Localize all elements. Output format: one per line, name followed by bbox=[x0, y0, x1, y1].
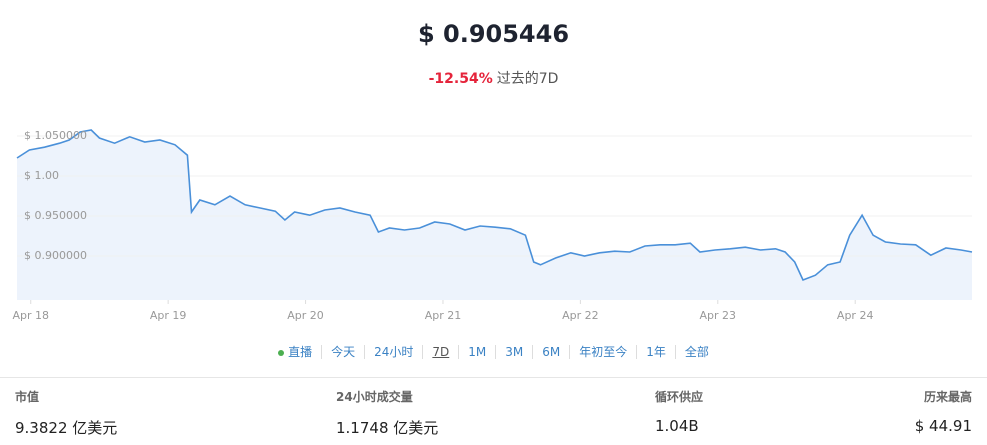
range-button[interactable]: 今天 bbox=[321, 345, 365, 359]
range-label: 直播 bbox=[288, 345, 313, 359]
range-button[interactable]: 24小时 bbox=[364, 345, 423, 359]
stat: 循环供应 1.04B bbox=[655, 388, 703, 435]
y-tick-label: $ 1.050000 bbox=[24, 129, 87, 142]
range-label: 1M bbox=[468, 345, 487, 359]
range-button[interactable]: 年初至今 bbox=[569, 345, 637, 359]
range-label: 全部 bbox=[684, 345, 709, 359]
y-tick-label: $ 0.950000 bbox=[24, 209, 87, 222]
x-tick-label: Apr 20 bbox=[287, 309, 324, 322]
stat: 历来最高 $ 44.91 bbox=[915, 388, 972, 435]
x-tick-label: Apr 21 bbox=[425, 309, 462, 322]
range-label: 3M bbox=[505, 345, 524, 359]
range-button[interactable]: 1年 bbox=[636, 345, 675, 359]
change-pct: -12.54% bbox=[428, 71, 493, 87]
stat-label: 历来最高 bbox=[923, 390, 972, 404]
range-selector: 直播 今天 24小时 7D 1M 3M 6M 年初至今 1年 全部 bbox=[0, 343, 987, 360]
period: 过去的7D bbox=[496, 71, 559, 87]
x-tick-label: Apr 18 bbox=[12, 309, 49, 322]
x-tick-label: Apr 23 bbox=[700, 309, 737, 322]
price-line bbox=[16, 129, 973, 282]
stat: 24小时成交量 1.1748 亿美元 bbox=[336, 388, 438, 438]
live-dot bbox=[278, 349, 285, 356]
stat-value: 1.04B bbox=[655, 417, 699, 435]
change: -12.54% 过去的7D bbox=[0, 68, 987, 88]
y-tick-label: $ 0.900000 bbox=[24, 249, 87, 262]
stat-label: 24小时成交量 bbox=[336, 390, 413, 404]
range-label: 1年 bbox=[646, 345, 666, 359]
price: $ 0.905446 bbox=[417, 20, 570, 48]
range-button[interactable]: 6M bbox=[532, 345, 570, 359]
range-button[interactable]: 全部 bbox=[674, 345, 718, 359]
range-label: 年初至今 bbox=[579, 345, 628, 359]
stat-value: 9.3822 亿美元 bbox=[15, 419, 118, 437]
range-button[interactable]: 直播 bbox=[269, 345, 321, 359]
range-button[interactable]: 3M bbox=[495, 345, 533, 359]
range-label: 今天 bbox=[331, 345, 356, 359]
x-tick-label: Apr 19 bbox=[150, 309, 187, 322]
stat: 市值 9.3822 亿美元 bbox=[15, 388, 117, 438]
stat-label: 循环供应 bbox=[655, 390, 704, 404]
x-tick-label: Apr 24 bbox=[837, 309, 874, 322]
stat-value: $ 44.91 bbox=[914, 417, 972, 435]
range-label: 24小时 bbox=[374, 345, 414, 359]
area-fill bbox=[17, 130, 972, 300]
range-label: 7D bbox=[432, 345, 450, 359]
x-tick-label: Apr 22 bbox=[562, 309, 599, 322]
y-tick-label: $ 1.00 bbox=[24, 169, 59, 182]
range-button[interactable]: 7D bbox=[422, 345, 459, 359]
range-label: 6M bbox=[542, 345, 561, 359]
stat-value: 1.1748 亿美元 bbox=[336, 419, 439, 437]
chart: $ 1.050000 $ 1.00 $ 0.950000 $ 0.900000 Apr … bbox=[12, 129, 973, 322]
range-button[interactable]: 1M bbox=[458, 345, 496, 359]
stat-label: 市值 bbox=[15, 390, 40, 404]
separator bbox=[0, 377, 987, 378]
